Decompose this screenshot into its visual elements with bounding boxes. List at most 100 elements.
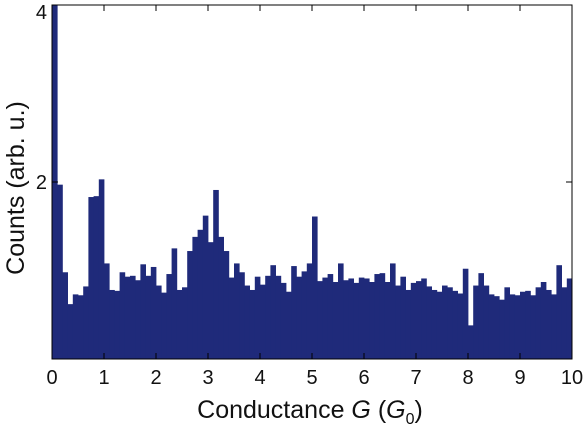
histogram-bar [239, 272, 245, 359]
histogram-bar [135, 280, 141, 359]
histogram-bar [364, 278, 370, 359]
histogram-bar [499, 299, 505, 359]
x-tick-label: 8 [462, 367, 473, 389]
histogram-bar [546, 289, 552, 359]
histogram-bar [442, 285, 448, 359]
histogram-bar [509, 294, 516, 359]
x-axis-title-close: ) [415, 396, 423, 424]
x-tick-label: 6 [358, 367, 369, 389]
histogram-bar [530, 295, 536, 359]
histogram-bar [57, 184, 63, 359]
histogram-bar [124, 276, 131, 359]
x-tick-label: 9 [514, 367, 525, 389]
histogram-bar [182, 287, 188, 359]
histogram-bar [260, 284, 266, 359]
x-tick-labels: 0 1 2 3 4 5 6 7 8 9 10 [46, 367, 583, 389]
histogram-bar [104, 263, 110, 359]
histogram-bar [306, 263, 313, 359]
histogram-bar [244, 285, 250, 359]
histogram-bar [98, 179, 105, 359]
x-tick-label: 0 [46, 367, 57, 389]
x-tick-label: 5 [306, 367, 317, 389]
histogram-bar [348, 278, 354, 359]
histogram-bar [171, 248, 178, 360]
histogram-bar [213, 189, 219, 359]
histogram-bar [535, 287, 542, 359]
histogram-bar [312, 216, 318, 359]
histogram-bar [114, 290, 120, 359]
x-tick-label: 3 [202, 367, 213, 389]
histogram-bar [88, 197, 94, 359]
histogram-bar [83, 286, 89, 359]
histogram-bar [286, 291, 292, 359]
x-axis-title-unit-sub: 0 [406, 411, 415, 428]
histogram-bar [140, 264, 146, 359]
histogram-bar [504, 287, 510, 359]
histogram-bar [296, 276, 302, 359]
histogram-bar [561, 287, 568, 359]
histogram-bar [473, 285, 479, 359]
histogram-bar [457, 293, 464, 359]
histogram-bar [343, 280, 349, 359]
histogram-bar [353, 282, 360, 359]
histogram-bar [130, 275, 136, 359]
histogram-bar [426, 286, 432, 359]
histogram-bar [109, 289, 115, 359]
histogram-bar [494, 296, 500, 359]
y-axis-title: Counts (arb. u.) [2, 101, 30, 275]
histogram-bar [93, 196, 100, 359]
histogram-bar [447, 287, 453, 359]
histogram-bar [176, 289, 183, 359]
histogram-bar [291, 266, 297, 359]
histogram-bar [405, 289, 412, 359]
histogram-bar [556, 265, 562, 359]
x-axis-title-open: ( [371, 396, 387, 424]
histogram-bar [488, 294, 495, 359]
x-tick-label: 10 [561, 367, 583, 389]
histogram-bar [332, 282, 339, 359]
x-tick-label: 1 [98, 367, 109, 389]
x-tick-label: 4 [254, 367, 265, 389]
histogram-bar [390, 263, 396, 359]
histogram-bar [468, 325, 474, 359]
histogram-bar [275, 275, 282, 359]
histogram-bar [395, 285, 401, 359]
histogram-bar [317, 281, 323, 359]
histogram-bar [478, 273, 484, 359]
histogram-bar [156, 285, 162, 359]
histogram-bar [234, 263, 240, 359]
histogram-bar [249, 289, 256, 359]
histogram-bar [72, 294, 79, 359]
histogram-bar [369, 282, 375, 359]
histogram-bar [270, 265, 276, 359]
histogram-bar [62, 272, 68, 359]
histogram-bar [254, 276, 261, 359]
histogram-bar [218, 236, 224, 359]
histogram-bar [208, 242, 214, 359]
histogram-bar [145, 275, 152, 359]
histogram-bar [228, 277, 235, 359]
histogram-bar [566, 278, 573, 359]
histogram-bar [462, 268, 469, 359]
histogram-bars [52, 5, 573, 360]
histogram-bar [67, 304, 74, 359]
histogram-bar [410, 282, 417, 359]
histogram-bar [421, 278, 427, 359]
x-axis-title-var: G [351, 396, 370, 424]
histogram-bar [192, 236, 198, 359]
x-axis-title-prefix: Conductance [197, 396, 351, 424]
histogram-bar [197, 229, 204, 359]
histogram-bar [161, 292, 167, 360]
histogram-bar [301, 271, 308, 359]
histogram-bar [436, 291, 443, 359]
histogram-bar [379, 273, 386, 359]
histogram-bar [280, 282, 287, 359]
histogram-bar [384, 282, 391, 359]
histogram-bar [223, 251, 230, 359]
histogram-bar [452, 290, 458, 359]
x-tick-label: 7 [410, 367, 421, 389]
histogram-bar [374, 274, 380, 359]
histogram-bar [187, 251, 193, 359]
histogram-bar [150, 266, 157, 359]
